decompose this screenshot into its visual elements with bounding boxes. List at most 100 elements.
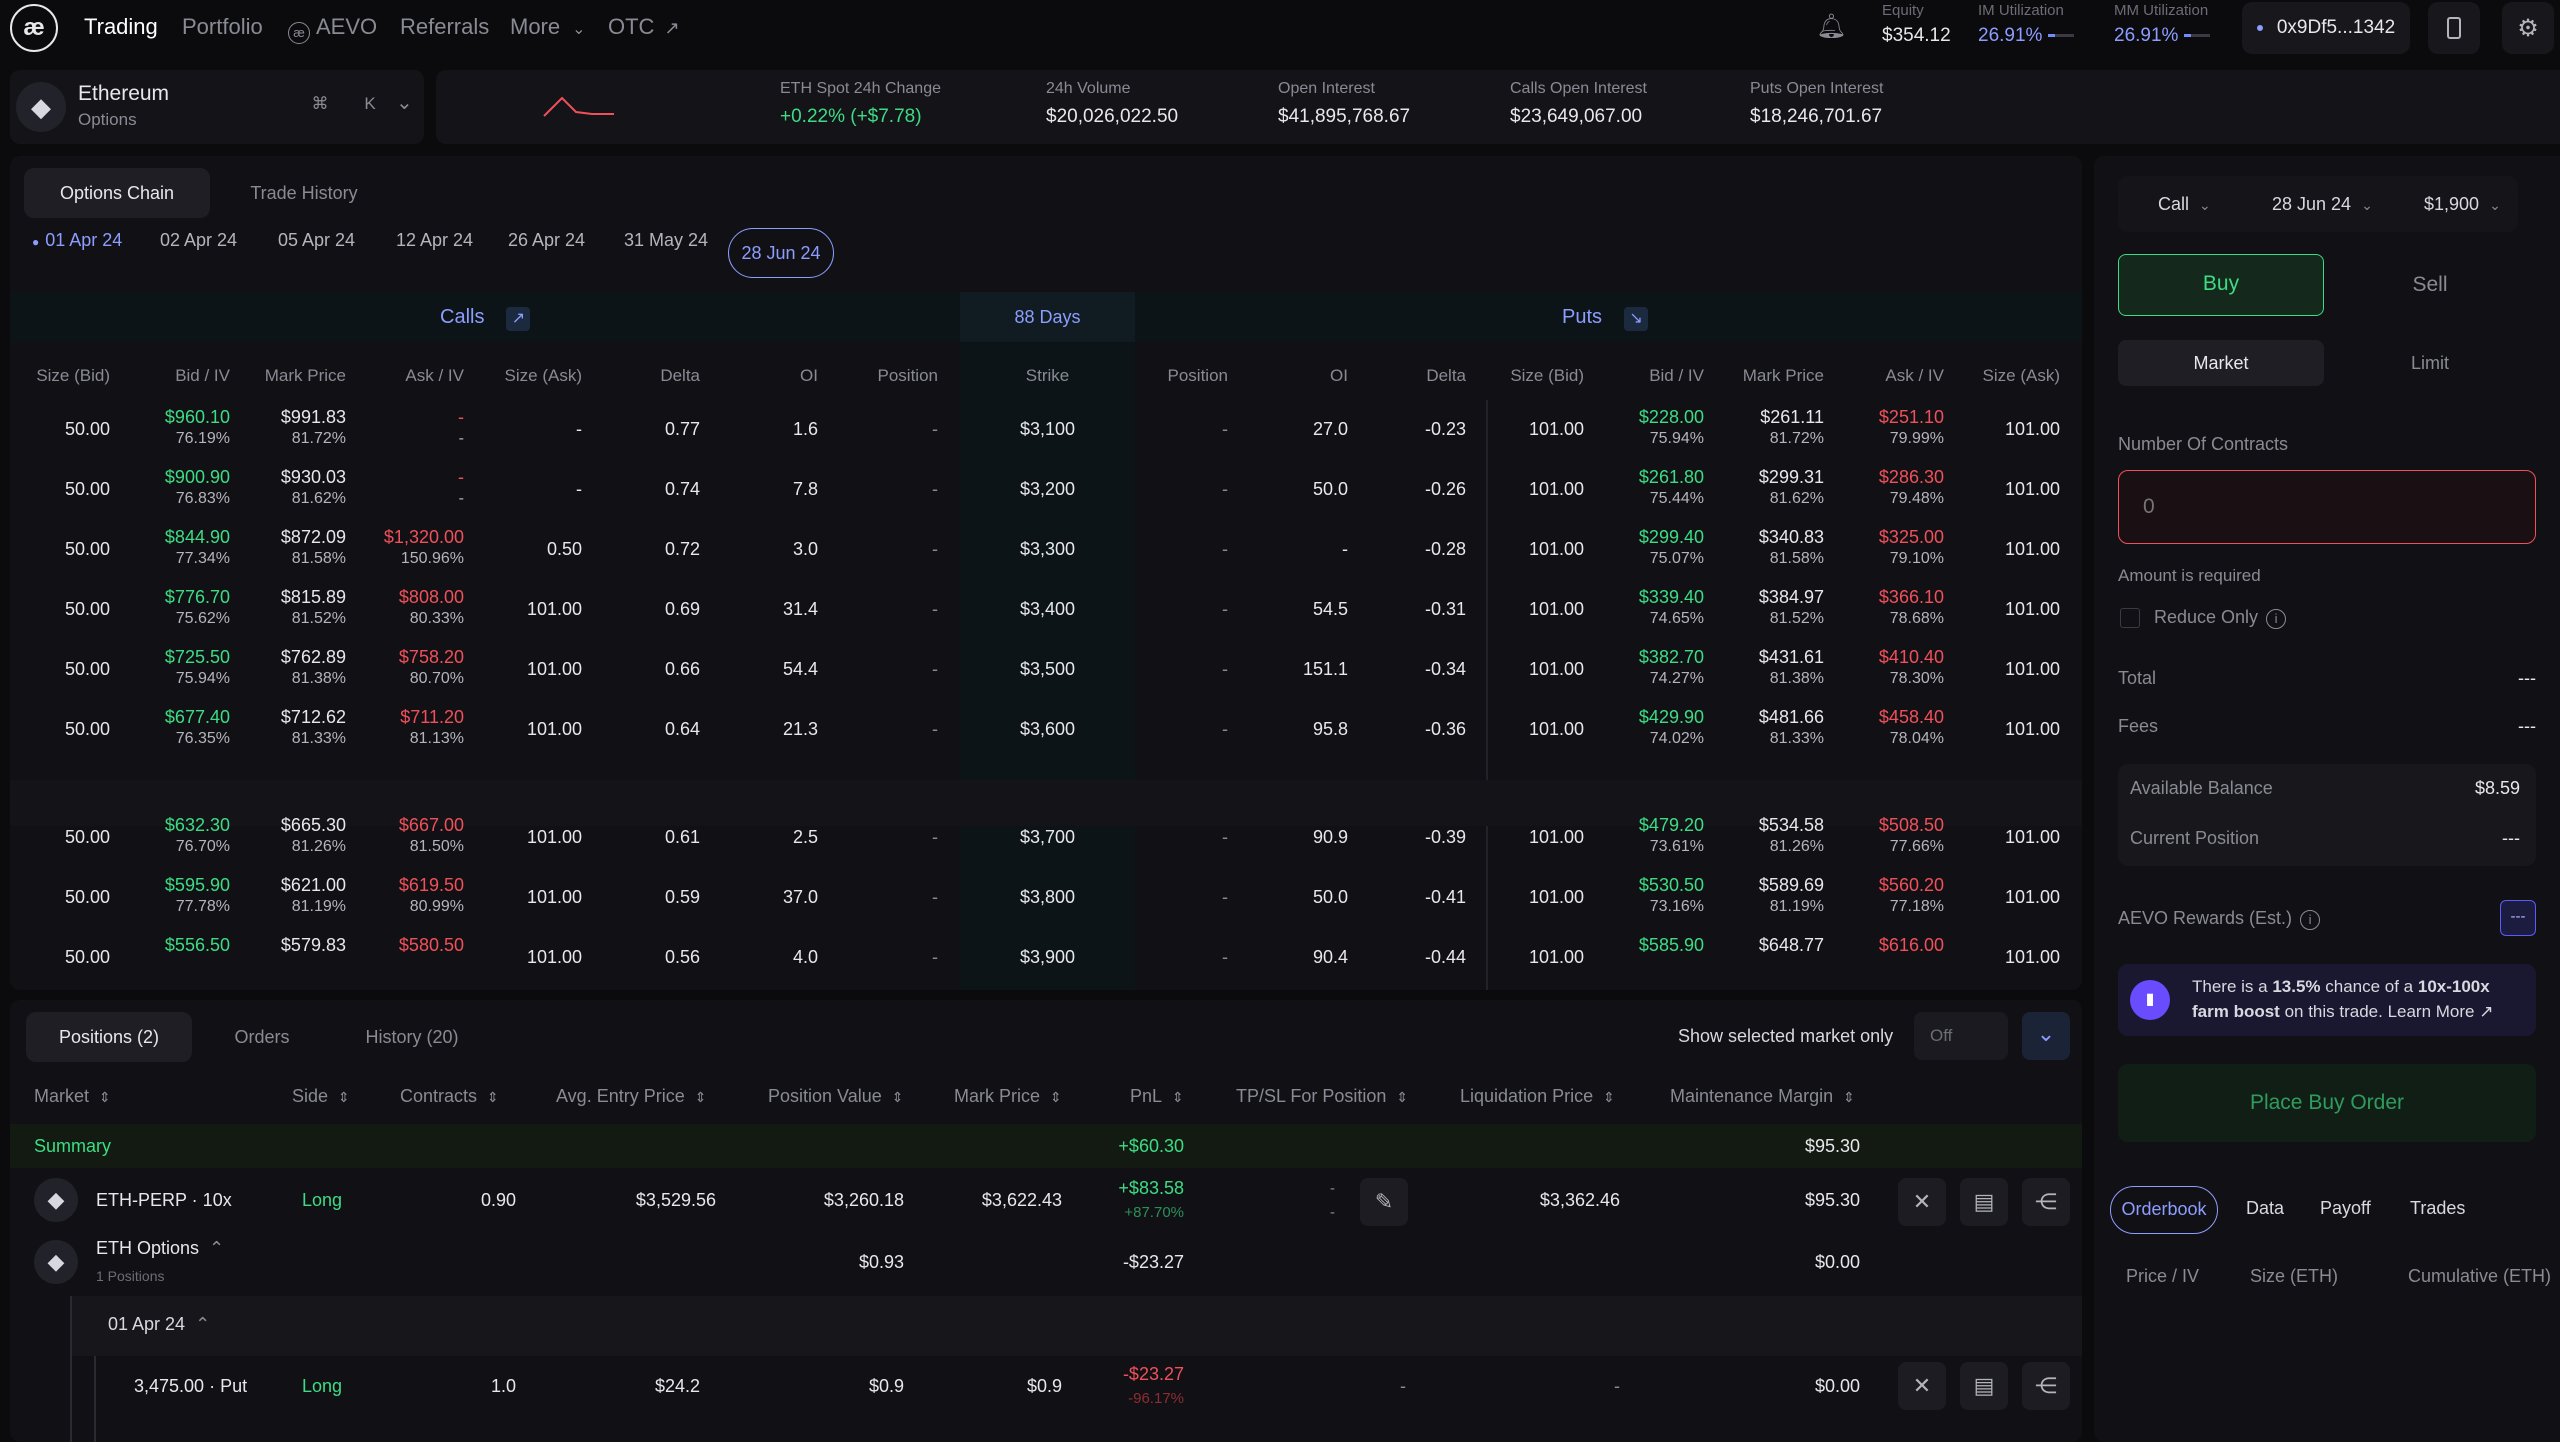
p-bid-cell[interactable]: $382.70 74.27% [1574,646,1704,690]
close-position-button[interactable]: ✕ [1898,1178,1946,1226]
p-bid-cell[interactable]: $585.90 [1574,934,1704,956]
c-mark-cell[interactable]: $872.09 81.58% [216,526,346,570]
col-header-side[interactable]: Side ⇕ [292,1086,350,1107]
p-ask-cell[interactable]: $616.00 [1814,934,1944,956]
p-ask-cell[interactable]: $458.40 78.04% [1814,706,1944,750]
p-bid-cell[interactable]: $339.40 74.65% [1574,586,1704,630]
bell-icon[interactable]: 🔔︎ [1816,13,1847,40]
date-tab-26-apr[interactable]: 26 Apr 24 [508,230,586,250]
c-bid-cell[interactable]: $725.50 75.94% [100,646,230,690]
p-mark-cell[interactable]: $534.58 81.26% [1694,814,1824,858]
market-selector[interactable]: ◆ Ethereum Options ⌘ K ⌄ [10,70,424,144]
c-ask-cell[interactable]: -- [334,466,464,510]
p-mark-cell[interactable]: $299.31 81.62% [1694,466,1824,510]
col-header-contracts[interactable]: Contracts ⇕ [400,1086,499,1107]
p-mark-cell[interactable]: $384.97 81.52% [1694,586,1824,630]
place-order-button[interactable]: Place Buy Order [2118,1064,2536,1142]
p-ask-cell[interactable]: $508.50 77.66% [1814,814,1944,858]
arrow-down-right-icon[interactable]: ↘ [1624,307,1649,331]
wallet-button[interactable]: 0x9Df5...1342 [2242,2,2410,54]
p-mark-cell[interactable]: $261.11 81.72% [1694,406,1824,450]
put-market[interactable]: 3,475.00 · Put [134,1376,248,1396]
date-tab-02-apr[interactable]: 02 Apr 24 [160,230,238,250]
tab-data[interactable]: Data [2246,1198,2285,1218]
p-mark-cell[interactable]: $431.61 81.38% [1694,646,1824,690]
expiry-select[interactable]: 28 Jun 24 ⌄ [2272,194,2373,215]
c-bid-cell[interactable]: $595.90 77.78% [100,874,230,918]
date-tab-12-apr[interactable]: 12 Apr 24 [396,230,474,250]
settings-button[interactable]: ⚙ [2502,2,2554,54]
aevo-logo-icon[interactable]: æ [10,4,58,52]
c-mark-cell[interactable]: $665.30 81.26% [216,814,346,858]
nav-otc[interactable]: OTC ↗ [608,14,680,40]
col-header-liq-price[interactable]: Liquidation Price ⇕ [1460,1086,1615,1107]
nav-portfolio[interactable]: Portfolio [182,14,263,39]
tab-options-chain[interactable]: Options Chain [24,168,210,218]
col-header-pnl[interactable]: PnL ⇕ [1130,1086,1184,1107]
p-bid-cell[interactable]: $299.40 75.07% [1574,526,1704,570]
p-bid-cell[interactable]: $479.20 73.61% [1574,814,1704,858]
p-ask-cell[interactable]: $286.30 79.48% [1814,466,1944,510]
reduce-only-label[interactable]: Reduce Only i [2154,607,2287,629]
tab-history[interactable]: History (20) [365,1026,459,1047]
document-button[interactable]: ▤ [1960,1178,2008,1226]
nav-more[interactable]: More ⌄ [510,14,586,40]
show-selected-toggle[interactable]: Off [1914,1012,2008,1060]
buy-button[interactable]: Buy [2118,254,2324,316]
option-type-select[interactable]: Call ⌄ [2158,194,2211,215]
expiry-group-label[interactable]: 01 Apr 24 ⌃ [108,1314,210,1335]
sell-button[interactable]: Sell [2412,273,2448,296]
c-mark-cell[interactable]: $712.62 81.33% [216,706,346,750]
p-bid-cell[interactable]: $228.00 75.94% [1574,406,1704,450]
share-button[interactable]: ⋲ [2022,1362,2070,1410]
c-ask-cell[interactable]: $758.20 80.70% [334,646,464,690]
date-tab-01-apr[interactable]: ● 01 Apr 24 [32,230,122,251]
p-mark-cell[interactable]: $481.66 81.33% [1694,706,1824,750]
arrow-up-right-icon[interactable]: ↗ [506,307,531,331]
nav-aevo[interactable]: æ AEVO [288,14,377,44]
reduce-only-checkbox[interactable] [2120,608,2140,628]
c-bid-cell[interactable]: $776.70 75.62% [100,586,230,630]
tab-positions[interactable]: Positions (2) [26,1012,192,1062]
c-mark-cell[interactable]: $621.00 81.19% [216,874,346,918]
p-ask-cell[interactable]: $560.20 77.18% [1814,874,1944,918]
nav-referrals[interactable]: Referrals [400,14,490,39]
tab-trades[interactable]: Trades [2410,1198,2466,1218]
collapse-positions-button[interactable]: ⌄ [2022,1012,2070,1060]
c-bid-cell[interactable]: $556.50 [100,934,230,956]
c-ask-cell[interactable]: $667.00 81.50% [334,814,464,858]
c-bid-cell[interactable]: $844.90 77.34% [100,526,230,570]
c-ask-cell[interactable]: -- [334,406,464,450]
c-mark-cell[interactable]: $930.03 81.62% [216,466,346,510]
p-ask-cell[interactable]: $325.00 79.10% [1814,526,1944,570]
c-mark-cell[interactable]: $762.89 81.38% [216,646,346,690]
c-bid-cell[interactable]: $677.40 76.35% [100,706,230,750]
c-ask-cell[interactable]: $1,320.00 150.96% [334,526,464,570]
c-mark-cell[interactable]: $991.83 81.72% [216,406,346,450]
nav-trading[interactable]: Trading [84,14,158,39]
close-position-button[interactable]: ✕ [1898,1362,1946,1410]
p-ask-cell[interactable]: $410.40 78.30% [1814,646,1944,690]
edit-tpsl-button[interactable]: ✎ [1360,1178,1408,1226]
col-header-position-value[interactable]: Position Value ⇕ [768,1086,903,1107]
date-tab-05-apr[interactable]: 05 Apr 24 [278,230,356,250]
info-icon[interactable]: i [2266,609,2287,629]
market-order-tab[interactable]: Market [2118,340,2324,386]
c-ask-cell[interactable]: $619.50 80.99% [334,874,464,918]
tab-payoff[interactable]: Payoff [2320,1198,2371,1218]
contracts-input[interactable] [2118,470,2536,544]
p-bid-cell[interactable]: $261.80 75.44% [1574,466,1704,510]
date-tab-28-jun[interactable]: 28 Jun 24 [728,228,834,278]
boost-learn-more[interactable]: on this trade. Learn More [2279,1002,2475,1021]
chevron-down-icon[interactable]: ⌄ [396,92,413,114]
options-group-market[interactable]: ETH Options ⌃ [96,1238,224,1259]
farm-boost-banner[interactable] [2118,964,2536,1036]
c-ask-cell[interactable]: $808.00 80.33% [334,586,464,630]
p-mark-cell[interactable]: $340.83 81.58% [1694,526,1824,570]
limit-order-tab[interactable]: Limit [2410,353,2449,373]
c-ask-cell[interactable]: $580.50 [334,934,464,956]
info-icon[interactable]: i [2300,910,2321,930]
col-header-avg-entry[interactable]: Avg. Entry Price ⇕ [556,1086,706,1107]
date-tab-31-may[interactable]: 31 May 24 [624,230,709,250]
c-bid-cell[interactable]: $960.10 76.19% [100,406,230,450]
